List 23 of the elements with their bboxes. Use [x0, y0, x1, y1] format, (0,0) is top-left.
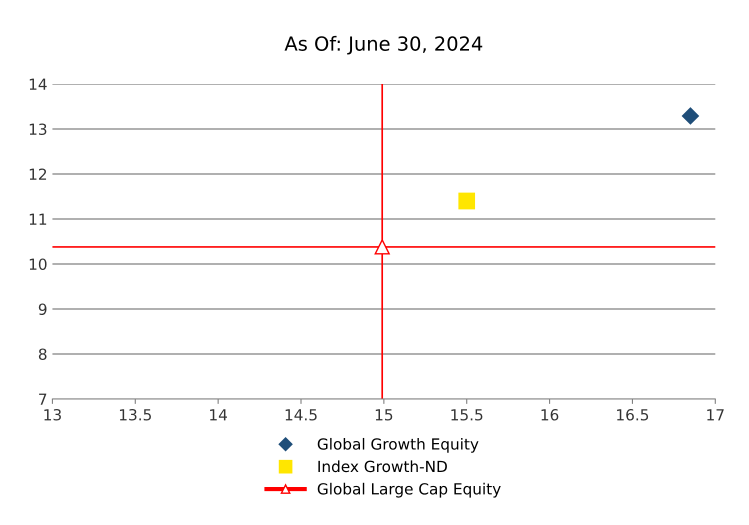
- chart-title: As Of: June 30, 2024: [284, 36, 482, 55]
- y-tick-label: 11: [30, 214, 46, 225]
- x-tick-label: 15: [376, 409, 392, 421]
- x-tick-label: 14.5: [286, 409, 317, 421]
- x-tick-label: 16.5: [617, 408, 648, 421]
- x-tick-label: 15.5: [451, 409, 482, 421]
- x-tick-label: 16: [542, 408, 558, 421]
- legend-label: Global Large Cap Equity: [318, 482, 501, 498]
- point: [374, 239, 390, 255]
- y-tick-label: 14: [30, 78, 47, 90]
- y-tick-label: 8: [38, 348, 47, 360]
- y-tick-label: 10: [30, 258, 47, 270]
- point: [458, 192, 476, 210]
- legend-label: Global Growth Equity: [318, 438, 478, 453]
- legend-label: Index Growth-ND: [318, 460, 447, 472]
- x-tick-label: 13.5: [120, 408, 151, 421]
- x-tick-label: 14: [210, 409, 228, 420]
- y-tick-label: 12: [30, 168, 46, 180]
- y-tick-label: 7: [39, 394, 46, 405]
- x-tick-label: 17: [707, 409, 724, 420]
- point: [682, 107, 699, 124]
- y-tick-label: 9: [38, 303, 46, 316]
- y-tick-label: 13: [30, 123, 46, 136]
